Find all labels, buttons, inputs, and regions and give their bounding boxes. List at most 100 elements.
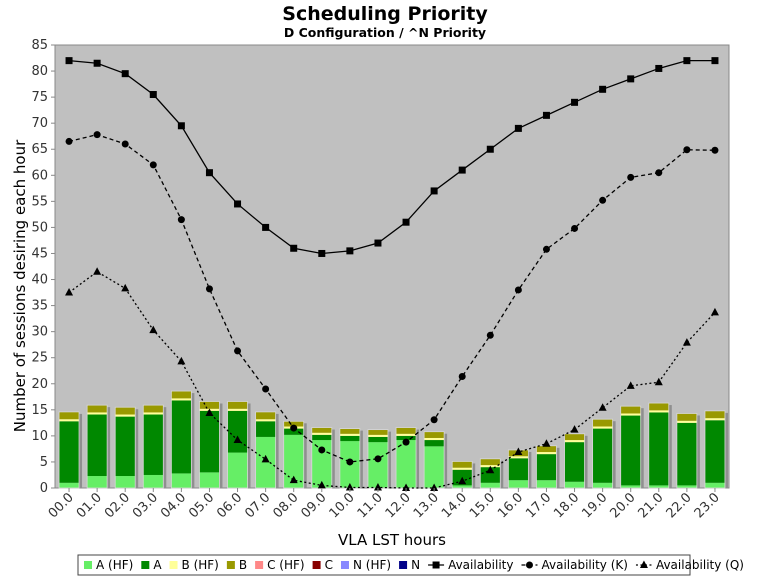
line-square (68, 59, 715, 255)
line-point-square (486, 145, 494, 153)
bar-segment (367, 434, 388, 437)
line-point-triangle (514, 447, 523, 456)
line-point-triangle (149, 325, 158, 334)
y-tick-label: 80 (31, 64, 48, 79)
bar-segment (171, 391, 192, 399)
bar-shadow (668, 405, 672, 488)
bar-segment (480, 482, 501, 488)
bar-segment (424, 431, 445, 438)
line-point-circle (599, 196, 607, 204)
bar-segment (143, 412, 164, 415)
lines-group (65, 57, 719, 491)
y-tick-label: 25 (31, 351, 48, 366)
y-tick-label: 10 (31, 429, 48, 444)
bar-segment (676, 413, 697, 421)
x-tick-label: 20.0 (607, 490, 638, 521)
line-point-circle (683, 146, 691, 154)
line-point-triangle (345, 482, 354, 491)
bar-segment (424, 440, 445, 447)
bar-segment (396, 435, 417, 441)
line-point-circle (318, 446, 326, 454)
bar-shadow (219, 403, 223, 488)
line-point-square (599, 85, 607, 93)
bar-segment (676, 485, 697, 488)
line-point-circle (346, 458, 354, 466)
bar-segment (452, 485, 473, 488)
bar-segment (311, 434, 332, 441)
line-point-square (430, 187, 438, 195)
bar-segment (115, 414, 136, 417)
legend-label: N (411, 558, 420, 572)
bar-shadow (584, 435, 588, 488)
y-tick-label: 85 (31, 38, 48, 53)
line-point-square (571, 98, 579, 106)
bar-shadow (528, 451, 532, 488)
bar-segment (648, 410, 669, 413)
bar-shadow (247, 403, 251, 488)
x-tick-label: 05.0 (186, 490, 217, 521)
y-tick-label: 15 (31, 403, 48, 418)
legend-label: A (HF) (96, 558, 133, 572)
x-tick-label: 16.0 (495, 490, 526, 521)
line-point-circle (234, 347, 242, 355)
bar-segment (171, 398, 192, 401)
legend: A (HF) A B (HF) B C (HF) C N (HF) N Availability… (84, 558, 744, 572)
line-point-square (318, 249, 326, 257)
bar-segment (227, 452, 248, 488)
y-tick-label: 30 (31, 325, 48, 340)
x-tick-label: 17.0 (523, 490, 554, 521)
y-tick-label: 70 (31, 116, 48, 131)
line-point-circle (290, 424, 298, 432)
legend-label: A (153, 558, 162, 572)
line-point-square (93, 59, 101, 67)
line-point-triangle (626, 381, 635, 389)
bar-segment (311, 427, 332, 433)
bar-shadow (331, 429, 335, 488)
bar-segment (536, 454, 557, 481)
bar-segment (704, 420, 725, 483)
bar-segment (339, 435, 360, 442)
bar-segment (536, 445, 557, 453)
x-tick-label: 08.0 (270, 490, 301, 521)
bar-shadow (640, 408, 644, 488)
x-tick-label: 07.0 (242, 490, 273, 521)
line-point-triangle (570, 425, 579, 433)
bar-segment (227, 410, 248, 453)
legend-marker (639, 560, 648, 568)
bar-segment (648, 485, 669, 488)
line-point-triangle (598, 403, 607, 411)
bar-segment (367, 436, 388, 443)
bar-segment (199, 472, 220, 488)
y-tick-label: 20 (31, 377, 48, 392)
legend-label: Availability (448, 558, 513, 572)
bar-segment (508, 480, 529, 488)
line-point-square (542, 111, 550, 119)
line-point-triangle (430, 483, 439, 491)
bar-shadow (612, 421, 616, 488)
bar-segment (592, 428, 613, 483)
bar-shadow (191, 393, 195, 488)
x-tick-label: 06.0 (214, 490, 245, 521)
y-tick-label: 40 (31, 273, 48, 288)
bar-segment (704, 482, 725, 488)
line-point-square (627, 75, 635, 83)
bar-segment (452, 461, 473, 468)
line-point-triangle (317, 480, 326, 489)
bar-segment (704, 418, 725, 421)
bar-shadow (556, 447, 560, 488)
bar-shadow (303, 423, 307, 488)
x-tick-label: 09.0 (299, 490, 330, 521)
line-point-circle (486, 331, 494, 339)
legend-label: C (325, 558, 333, 572)
bar-segment (536, 480, 557, 488)
bar-shadow (500, 460, 504, 488)
line-point-square (402, 218, 410, 226)
legend-box (77, 554, 691, 576)
bar-segment (704, 410, 725, 419)
x-tick-label: 21.0 (636, 490, 667, 521)
line-circle (68, 133, 715, 463)
bar-segment (171, 400, 192, 474)
bar-segment (620, 413, 641, 416)
bar-segment (87, 476, 108, 488)
